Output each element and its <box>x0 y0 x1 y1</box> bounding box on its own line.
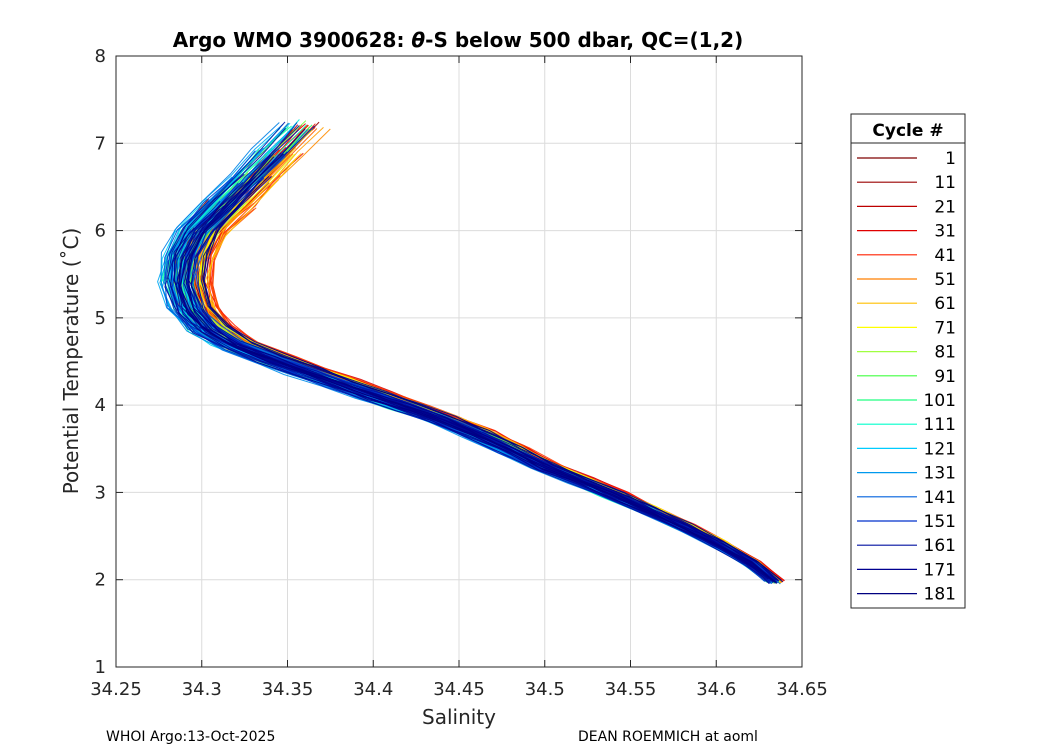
x-tick-label: 34.55 <box>605 679 657 700</box>
y-tick-label: 1 <box>95 657 106 678</box>
legend-label: 131 <box>924 464 956 484</box>
x-axis-label: Salinity <box>422 705 496 729</box>
x-tick-label: 34.5 <box>525 679 565 700</box>
legend-label: 61 <box>934 294 956 314</box>
legend-label: 91 <box>934 367 956 387</box>
profile-curves <box>157 119 785 585</box>
legend-label: 151 <box>924 512 956 532</box>
x-tick-label: 34.35 <box>262 679 314 700</box>
legend-label: 21 <box>934 197 956 217</box>
y-tick-label: 7 <box>95 133 106 154</box>
legend-label: 11 <box>934 173 956 193</box>
x-tick-label: 34.3 <box>182 679 222 700</box>
x-tick-label: 34.25 <box>90 679 142 700</box>
x-tick-label: 34.45 <box>433 679 485 700</box>
legend-label: 141 <box>924 488 956 508</box>
profile-line <box>178 208 770 585</box>
x-tick-label: 34.65 <box>776 679 828 700</box>
chart-title-theta: θ <box>411 28 425 52</box>
legend-label: 161 <box>924 536 956 556</box>
legend-label: 71 <box>934 318 956 338</box>
y-tick-label: 4 <box>95 395 106 416</box>
profile-line <box>185 175 774 581</box>
chart-title: Argo WMO 3900628: θ-S below 500 dbar, QC… <box>173 28 743 52</box>
y-tick-label: 5 <box>95 308 106 329</box>
legend-label: 121 <box>924 439 956 459</box>
axis-ticks: 34.25 34.3 34.35 34.4 34.45 34.5 34.55 34.6 34.6… <box>90 46 828 700</box>
footer-right: DEAN ROEMMICH at aoml <box>578 729 758 745</box>
legend-label: 101 <box>924 391 956 411</box>
legend-label: 41 <box>934 246 956 266</box>
legend-label: 1 <box>945 149 956 169</box>
y-tick-label: 8 <box>95 46 106 67</box>
legend-box <box>850 113 966 609</box>
profile-line <box>183 153 776 584</box>
chart-title-suffix: -S below 500 dbar, QC=(1,2) <box>425 28 743 52</box>
legend-label: 111 <box>924 415 956 435</box>
legend-label: 181 <box>924 585 956 605</box>
legend-title: Cycle # <box>872 121 943 141</box>
legend-entries: 1112131415161718191101111121131141151161… <box>857 149 956 605</box>
footer-left: WHOI Argo:13-Oct-2025 <box>106 729 275 745</box>
profile-line <box>178 156 777 583</box>
legend-label: 51 <box>934 270 956 290</box>
legend-label: 31 <box>934 222 956 242</box>
y-tick-label: 2 <box>95 570 106 591</box>
legend: Cycle # 11121314151617181911011111211311… <box>850 113 966 609</box>
x-tick-label: 34.6 <box>696 679 736 700</box>
chart-title-prefix: Argo WMO 3900628: <box>173 28 412 52</box>
legend-label: 171 <box>924 560 956 580</box>
y-axis-label: Potential Temperature (˚C) <box>59 228 83 495</box>
y-tick-label: 3 <box>95 482 106 503</box>
legend-label: 81 <box>934 343 956 363</box>
x-tick-label: 34.4 <box>353 679 393 700</box>
profile-line <box>202 176 782 581</box>
y-tick-label: 6 <box>95 221 106 242</box>
